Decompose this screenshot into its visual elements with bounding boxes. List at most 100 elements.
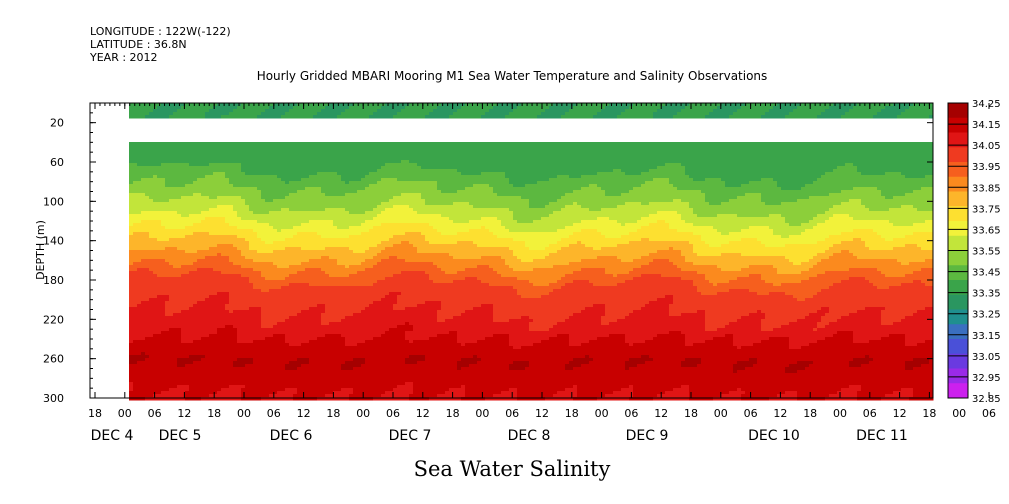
heatmap-cell <box>305 274 310 278</box>
heatmap-cell <box>149 184 154 188</box>
heatmap-cell <box>309 151 314 155</box>
heatmap-cell <box>289 175 294 179</box>
heatmap-cell <box>337 187 342 191</box>
heatmap-cell <box>177 391 182 395</box>
heatmap-cell <box>257 394 262 398</box>
heatmap-cell <box>261 304 266 308</box>
heatmap-cell <box>137 247 142 251</box>
heatmap-cell <box>165 370 170 374</box>
heatmap-cell <box>249 301 254 305</box>
heatmap-cell <box>129 319 134 323</box>
heatmap-cell <box>133 310 138 314</box>
heatmap-cell <box>277 145 282 149</box>
heatmap-cell <box>317 346 322 350</box>
heatmap-cell <box>325 235 330 239</box>
heatmap-cell <box>249 286 254 290</box>
heatmap-cell <box>333 247 338 251</box>
heatmap-cell <box>309 262 314 266</box>
heatmap-cell <box>241 175 246 179</box>
heatmap-cell <box>293 376 298 380</box>
heatmap-cell <box>209 184 214 188</box>
heatmap-cell <box>137 262 142 266</box>
heatmap-cell <box>157 205 162 209</box>
heatmap-cell <box>345 292 350 296</box>
heatmap-cell <box>293 226 298 230</box>
heatmap-cell <box>237 289 242 293</box>
heatmap-cell <box>165 247 170 251</box>
heatmap-cell <box>189 226 194 230</box>
heatmap-cell <box>141 382 146 386</box>
heatmap-cell <box>209 238 214 242</box>
heatmap-cell <box>197 349 202 353</box>
heatmap-cell <box>225 154 230 158</box>
heatmap-cell <box>161 379 166 383</box>
heatmap-cell <box>337 358 342 362</box>
heatmap-cell <box>337 178 342 182</box>
heatmap-cell <box>201 382 206 386</box>
heatmap-cell <box>133 337 138 341</box>
heatmap-cell <box>265 247 270 251</box>
heatmap-cell <box>341 289 346 293</box>
heatmap-cell <box>165 301 170 305</box>
heatmap-cell <box>133 316 138 320</box>
heatmap-cell <box>297 352 302 356</box>
heatmap-cell <box>293 286 298 290</box>
heatmap-cell <box>329 205 334 209</box>
heatmap-cell <box>169 154 174 158</box>
heatmap-cell <box>201 313 206 317</box>
heatmap-cell <box>249 223 254 227</box>
heatmap-cell <box>177 193 182 197</box>
heatmap-cell <box>141 175 146 179</box>
heatmap-cell <box>201 391 206 395</box>
heatmap-cell <box>341 295 346 299</box>
heatmap-cell <box>273 304 278 308</box>
heatmap-cell <box>333 271 338 275</box>
heatmap-cell <box>261 280 266 284</box>
heatmap-cell <box>301 286 306 290</box>
heatmap-cell <box>309 106 314 110</box>
heatmap-cell <box>129 220 134 224</box>
heatmap-cell <box>313 241 318 245</box>
heatmap-cell <box>305 268 310 272</box>
heatmap-cell <box>261 268 266 272</box>
heatmap-cell <box>137 364 142 368</box>
heatmap-cell <box>209 367 214 371</box>
heatmap-cell <box>305 145 310 149</box>
heatmap-cell <box>225 160 230 164</box>
heatmap-cell <box>169 169 174 173</box>
heatmap-cell <box>337 310 342 314</box>
heatmap-cell <box>229 142 234 146</box>
heatmap-cell <box>257 358 262 362</box>
heatmap-cell <box>237 217 242 221</box>
heatmap-cell <box>217 166 222 170</box>
heatmap-cell <box>289 211 294 215</box>
heatmap-cell <box>149 274 154 278</box>
heatmap-cell <box>233 208 238 212</box>
heatmap-cell <box>221 154 226 158</box>
heatmap-cell <box>245 355 250 359</box>
heatmap-cell <box>261 148 266 152</box>
heatmap-cell <box>201 385 206 389</box>
heatmap-cell <box>137 142 142 146</box>
heatmap-cell <box>273 109 278 113</box>
heatmap-cell <box>133 151 138 155</box>
heatmap-cell <box>309 184 314 188</box>
heatmap-cell <box>145 385 150 389</box>
heatmap-cell <box>325 253 330 257</box>
heatmap-cell <box>161 223 166 227</box>
heatmap-cell <box>129 106 134 110</box>
heatmap-cell <box>305 103 310 107</box>
heatmap-cell <box>341 358 346 362</box>
heatmap-cell <box>233 265 238 269</box>
heatmap-cell <box>141 313 146 317</box>
heatmap-cell <box>309 172 314 176</box>
heatmap-cell <box>165 172 170 176</box>
heatmap-cell <box>161 313 166 317</box>
heatmap-cell <box>317 376 322 380</box>
heatmap-cell <box>193 367 198 371</box>
heatmap-cell <box>149 145 154 149</box>
heatmap-cell <box>149 289 154 293</box>
heatmap-cell <box>157 385 162 389</box>
heatmap-cell <box>153 184 158 188</box>
heatmap-cell <box>153 223 158 227</box>
